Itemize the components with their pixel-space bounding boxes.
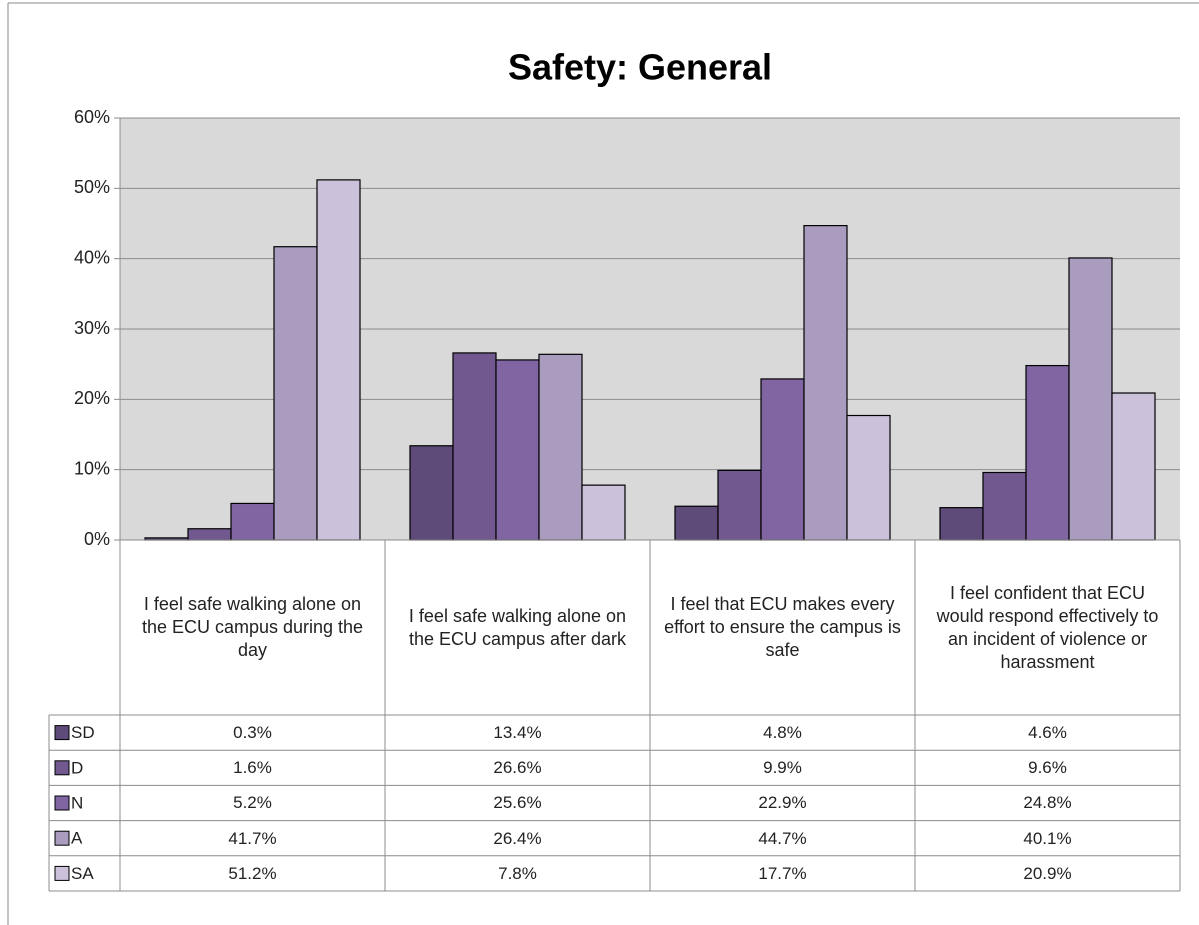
bar <box>717 469 762 541</box>
table-value: 24.8% <box>1023 793 1072 813</box>
legend-label: A <box>71 829 83 848</box>
category-label: I feel safe walking alone on the ECU cam… <box>408 605 627 649</box>
category-label: I feel that ECU makes every effort to en… <box>664 594 901 660</box>
table-value: 9.9% <box>763 758 802 778</box>
bar <box>538 353 583 541</box>
bar <box>452 352 497 541</box>
table-value: 41.7% <box>228 828 277 848</box>
legend-label: N <box>71 793 83 812</box>
y-tick-label: 60% <box>74 107 110 127</box>
table-value: 51.2% <box>228 863 277 883</box>
legend-label: SD <box>71 723 95 742</box>
table-value: 22.9% <box>758 793 807 813</box>
legend-key <box>54 760 70 776</box>
table-value: 9.6% <box>1028 758 1067 778</box>
table-value: 1.6% <box>233 758 272 778</box>
chart-title: Safety: General <box>508 47 772 88</box>
bar <box>674 505 719 541</box>
table-value: 44.7% <box>758 828 807 848</box>
bar <box>1111 392 1156 541</box>
table-value: 0.3% <box>233 723 272 743</box>
bar <box>982 471 1027 541</box>
table-value: 40.1% <box>1023 828 1072 848</box>
y-tick-label: 40% <box>74 247 110 267</box>
bar <box>495 359 540 541</box>
table-value: 17.7% <box>758 863 807 883</box>
legend-label: D <box>71 758 83 777</box>
y-tick-label: 30% <box>74 318 110 338</box>
bar <box>230 502 275 541</box>
legend-key <box>54 725 70 741</box>
bar <box>803 225 848 541</box>
y-tick-label: 20% <box>74 388 110 408</box>
category-label: I feel safe walking alone on the ECU cam… <box>141 594 364 660</box>
bar <box>273 246 318 541</box>
table-value: 26.6% <box>493 758 542 778</box>
legend-key <box>54 795 70 811</box>
legend-key <box>54 830 70 846</box>
bar <box>316 179 361 541</box>
bar <box>581 484 626 541</box>
y-tick-label: 50% <box>74 177 110 197</box>
bar <box>409 445 454 541</box>
table-value: 13.4% <box>493 723 542 743</box>
table-value: 4.6% <box>1028 723 1067 743</box>
bar <box>760 378 805 541</box>
table-value: 20.9% <box>1023 863 1072 883</box>
bar <box>1025 364 1070 541</box>
bar <box>939 507 984 541</box>
bar <box>846 414 891 541</box>
category-label: I feel confident that ECU would respond … <box>936 582 1159 672</box>
legend-label: SA <box>71 864 94 883</box>
bar <box>1068 257 1113 541</box>
table-value: 26.4% <box>493 828 542 848</box>
y-tick-label: 0% <box>84 529 110 549</box>
table-value: 7.8% <box>498 863 537 883</box>
legend-key <box>54 865 70 881</box>
y-tick-label: 10% <box>74 458 110 478</box>
table-value: 4.8% <box>763 723 802 743</box>
table-value: 25.6% <box>493 793 542 813</box>
table-value: 5.2% <box>233 793 272 813</box>
bar <box>187 528 232 541</box>
